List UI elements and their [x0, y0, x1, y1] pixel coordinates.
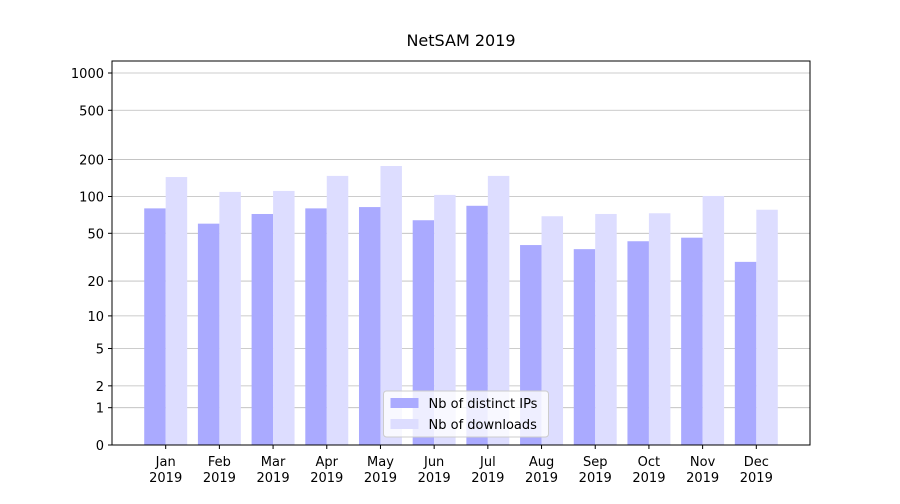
y-tick-label: 5 — [96, 343, 104, 358]
y-tick-label: 20 — [87, 275, 104, 290]
bar — [412, 220, 435, 445]
legend-box — [383, 390, 549, 438]
x-tick-label: Nov 2019 — [686, 455, 719, 486]
x-tick-label: Mar 2019 — [257, 455, 290, 486]
bar — [251, 213, 274, 445]
x-tick-label: Aug 2019 — [525, 455, 558, 486]
bar — [702, 195, 725, 445]
legend-swatch — [390, 398, 419, 408]
bar — [734, 261, 757, 445]
bar — [305, 208, 327, 445]
y-tick-label: 200 — [79, 153, 104, 168]
bar — [434, 194, 456, 445]
x-tick-label: May 2019 — [364, 455, 397, 486]
bar — [573, 249, 596, 445]
bar — [326, 175, 349, 446]
y-tick-label: 2 — [96, 380, 104, 395]
y-tick-label: 100 — [79, 191, 104, 206]
bar — [681, 237, 703, 445]
legend-label: Nb of distinct IPs — [429, 397, 538, 412]
bar — [219, 191, 241, 445]
y-tick-label: 0 — [96, 439, 104, 454]
x-tick-label: Jul 2019 — [471, 455, 504, 486]
y-tick-label: 10 — [87, 310, 104, 325]
x-tick-label: Jan 2019 — [149, 455, 182, 486]
bar — [487, 175, 510, 446]
x-tick-label: Jun 2019 — [418, 455, 451, 486]
bar — [380, 165, 402, 445]
bar — [358, 207, 381, 445]
legend-label: Nb of downloads — [429, 418, 538, 433]
x-tick-label: Sep 2019 — [579, 455, 612, 486]
bar — [466, 205, 488, 445]
bar — [648, 213, 671, 445]
bar — [273, 190, 295, 445]
bar — [144, 208, 166, 445]
x-tick-label: Dec 2019 — [740, 455, 773, 486]
x-tick-label: Oct 2019 — [632, 455, 665, 486]
x-tick-label: Feb 2019 — [203, 455, 236, 486]
x-tick-label: Apr 2019 — [310, 455, 343, 486]
y-tick-label: 1 — [96, 402, 104, 417]
bar — [197, 223, 220, 445]
chart-title: NetSAM 2019 — [406, 31, 515, 50]
y-tick-label: 500 — [79, 104, 104, 119]
y-tick-label: 50 — [87, 227, 104, 242]
y-tick-label: 1000 — [71, 67, 104, 82]
bar — [627, 241, 649, 445]
bar — [595, 213, 617, 445]
bar — [165, 177, 188, 445]
bar — [756, 209, 778, 445]
legend-swatch — [390, 419, 419, 429]
bar — [541, 216, 564, 445]
axes-frame — [111, 60, 811, 446]
